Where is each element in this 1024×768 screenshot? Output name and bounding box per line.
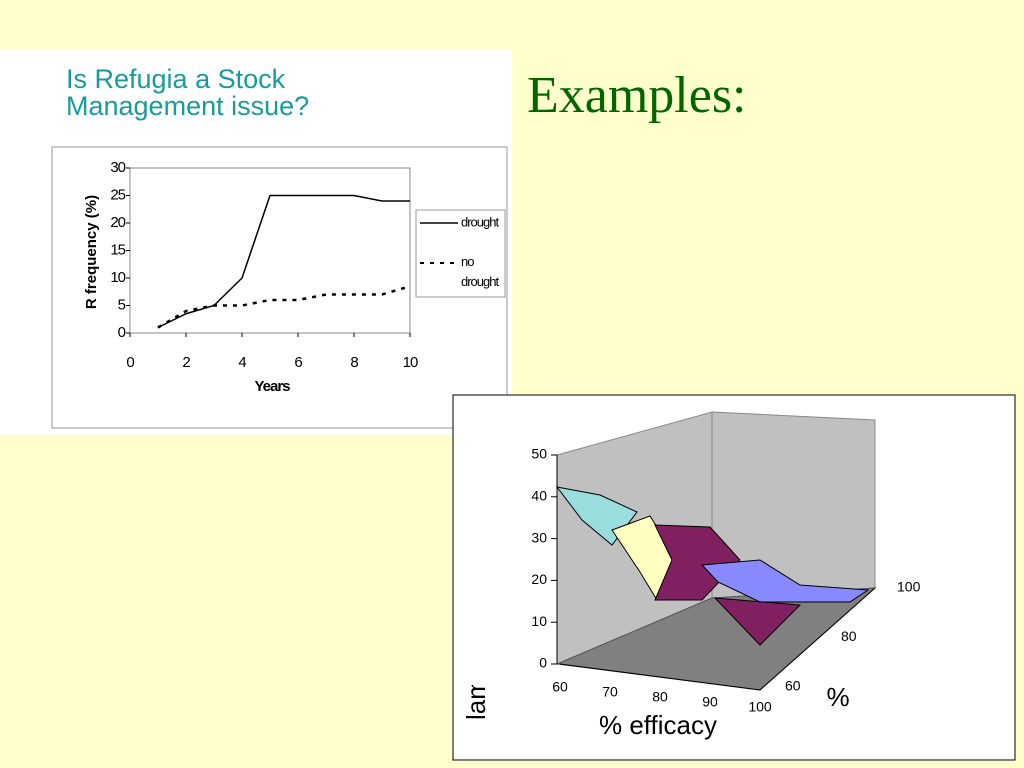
x-tick-label: 10: [403, 354, 418, 371]
series-line: [157, 285, 411, 329]
y-tick-label: 0: [539, 655, 547, 671]
slide-title: Examples:: [527, 67, 747, 124]
x-tick-label: 0: [126, 354, 134, 371]
x-tick-label: 6: [294, 354, 302, 371]
y-tick-label: 30: [531, 529, 547, 545]
x-axis-label: Years: [254, 378, 290, 395]
surface-patch: [713, 597, 802, 646]
legend-label: drought: [461, 214, 499, 229]
y-tick-label: 40: [531, 488, 547, 504]
z-axis: [759, 587, 876, 691]
y-axis-label: R frequency (%): [83, 195, 100, 309]
series-line: [157, 194, 410, 329]
z-tick-label: 100: [897, 579, 921, 595]
y-axis-label: lamb deaths per 200: [461, 483, 491, 720]
y-tick-label: 20: [110, 214, 125, 231]
z-axis-label: %: [826, 682, 849, 712]
x-axis: [559, 663, 761, 691]
x-tick-label: 60: [552, 679, 568, 695]
y-tick-label: 25: [110, 186, 125, 203]
y-tick-label: 5: [118, 296, 126, 313]
x-tick-label: 90: [702, 694, 718, 710]
legend: [415, 209, 506, 298]
z-tick-label: 80: [841, 628, 857, 644]
y-tick-label: 10: [531, 613, 547, 629]
y-tick-label: 30: [110, 159, 125, 176]
y-tick-label: 15: [110, 241, 125, 258]
legend-label: no drought: [461, 254, 499, 289]
x-tick-label: 70: [602, 684, 618, 700]
x-tick-label: 8: [350, 354, 358, 371]
x-axis-label: % efficacy: [599, 710, 717, 740]
y-tick-label: 20: [531, 571, 547, 587]
y-tick-label: 0: [118, 324, 126, 341]
x-tick-label: 4: [238, 354, 246, 371]
x-tick-label: 80: [652, 689, 668, 705]
z-tick-label: 60: [785, 678, 801, 694]
y-tick-label: 10: [110, 269, 125, 286]
chart-title: Is Refugia a Stock Management issue?: [66, 64, 309, 121]
x-tick-label: 100: [748, 699, 772, 715]
y-tick-label: 50: [531, 446, 547, 462]
x-tick-label: 2: [182, 354, 190, 371]
surface-patch: [700, 559, 870, 603]
